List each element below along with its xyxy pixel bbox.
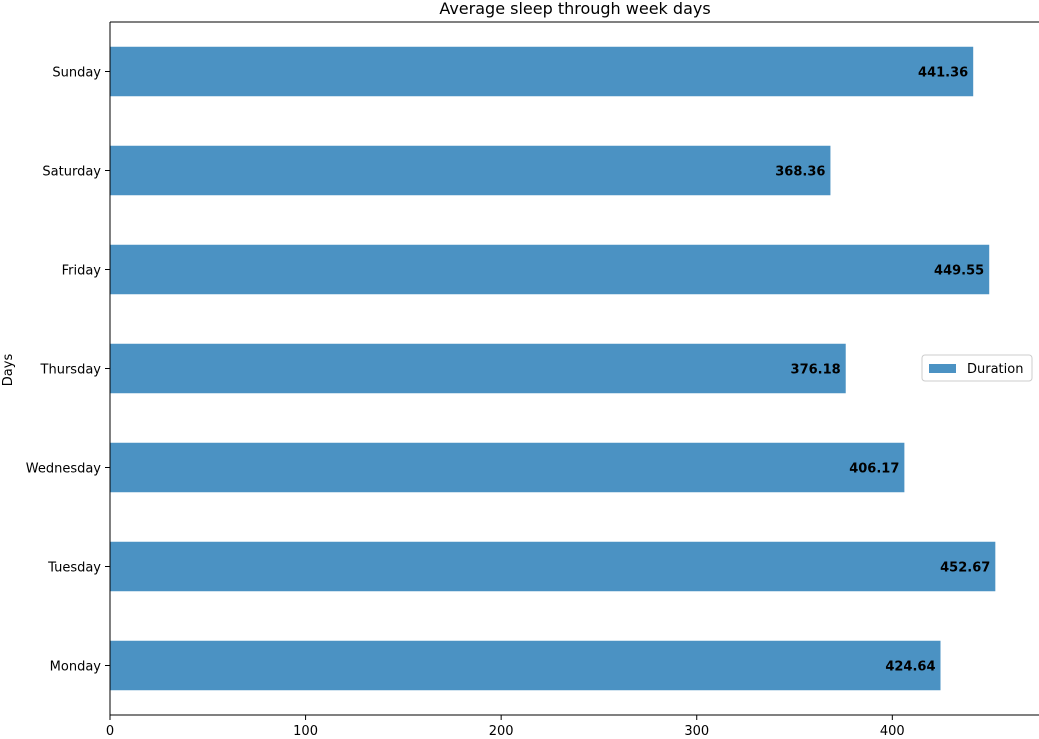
x-tick-label-400: 400 bbox=[880, 724, 905, 739]
bar-saturday bbox=[110, 145, 831, 196]
data-label-tuesday: 452.67 bbox=[940, 561, 990, 576]
y-tick-label-monday: Monday bbox=[50, 660, 102, 675]
bar-thursday bbox=[110, 343, 846, 394]
y-tick-label-saturday: Saturday bbox=[42, 165, 101, 180]
y-axis-label: Days bbox=[1, 354, 16, 387]
legend-box bbox=[921, 354, 1033, 382]
bar-wednesday bbox=[110, 442, 905, 493]
data-label-thursday: 376.18 bbox=[791, 363, 841, 378]
plot-area: 424.64 Monday 452.67 Tuesday 406.17 Wednesday… bbox=[26, 21, 1039, 739]
data-label-wednesday: 406.17 bbox=[849, 462, 899, 477]
data-label-monday: 424.64 bbox=[885, 660, 935, 675]
legend-label-duration: Duration bbox=[967, 362, 1023, 377]
y-tick-label-sunday: Sunday bbox=[52, 66, 101, 81]
data-label-sunday: 441.36 bbox=[918, 66, 968, 81]
data-label-friday: 449.55 bbox=[934, 264, 984, 279]
x-tick-label-100: 100 bbox=[293, 724, 318, 739]
bar-tuesday bbox=[110, 541, 996, 592]
x-tick-label-300: 300 bbox=[684, 724, 709, 739]
x-tick-label-200: 200 bbox=[489, 724, 514, 739]
chart-title: Average sleep through week days bbox=[439, 0, 710, 18]
x-tick-label-0: 0 bbox=[106, 724, 114, 739]
y-tick-label-thursday: Thursday bbox=[40, 363, 102, 378]
bar-monday bbox=[110, 640, 941, 691]
bar-sunday bbox=[110, 46, 974, 97]
y-tick-label-wednesday: Wednesday bbox=[26, 462, 102, 477]
legend: Duration bbox=[921, 354, 1033, 382]
data-label-saturday: 368.36 bbox=[775, 165, 825, 180]
y-tick-label-friday: Friday bbox=[62, 264, 102, 279]
y-tick-label-tuesday: Tuesday bbox=[47, 561, 101, 576]
legend-swatch-duration bbox=[929, 364, 956, 373]
bar-friday bbox=[110, 244, 990, 295]
